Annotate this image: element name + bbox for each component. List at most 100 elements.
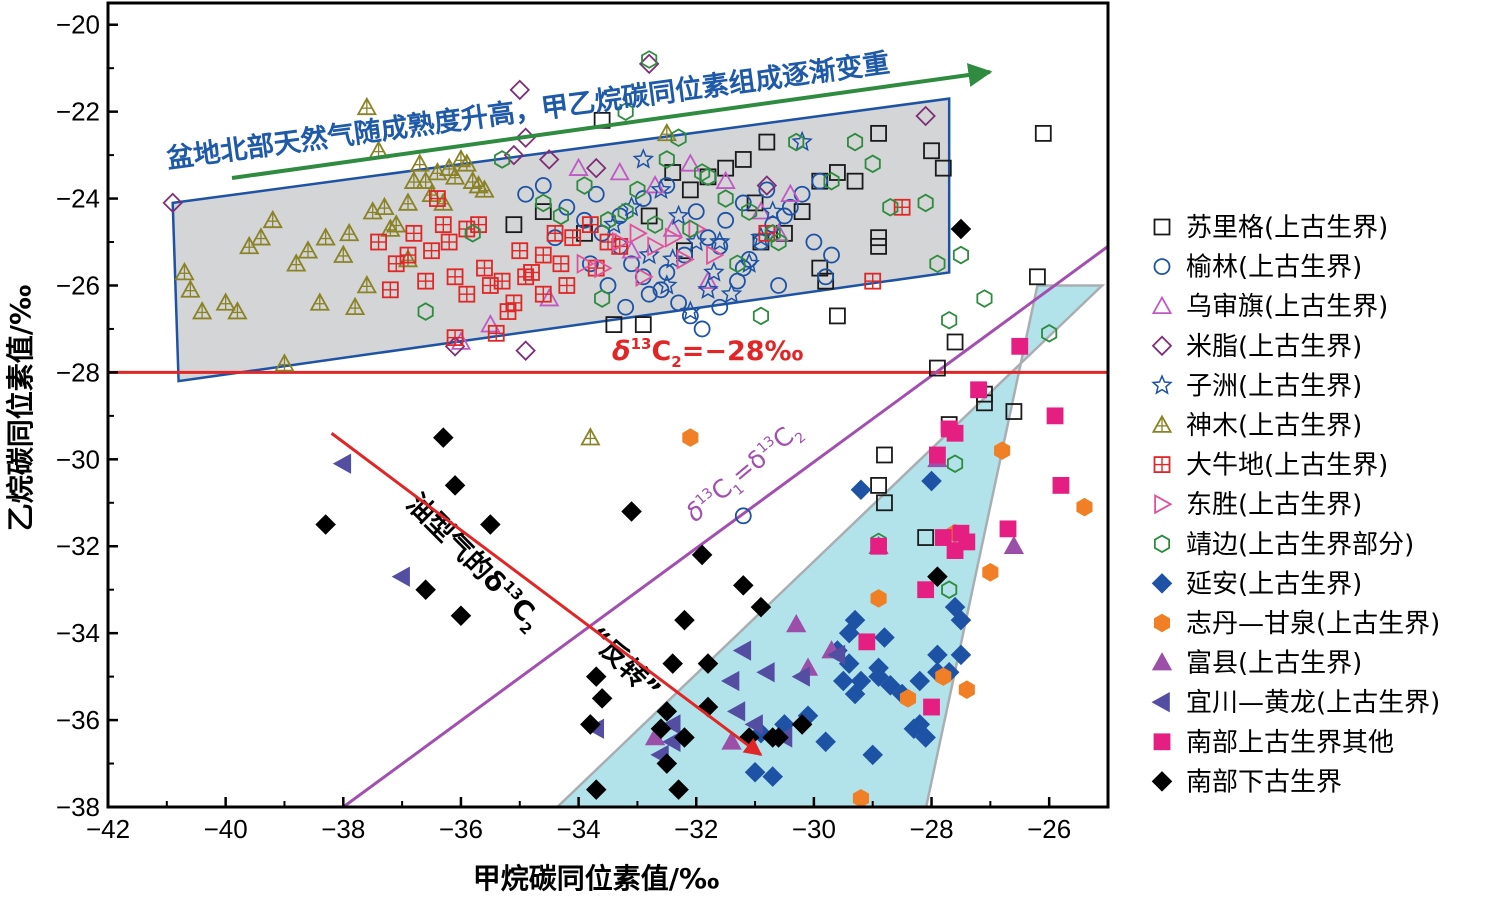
data-point	[768, 727, 789, 748]
data-point	[632, 148, 655, 169]
data-point	[399, 246, 417, 264]
data-point	[391, 566, 410, 587]
data-point	[623, 255, 640, 273]
data-point	[227, 301, 248, 320]
data-point	[952, 245, 969, 265]
data-point	[433, 427, 454, 448]
data-point	[356, 96, 377, 116]
data-point	[758, 133, 776, 151]
data-point	[656, 274, 678, 295]
data-point	[1046, 407, 1064, 425]
data-point	[617, 102, 634, 121]
data-point	[576, 253, 595, 274]
data-point	[744, 761, 766, 783]
legend-marker	[1153, 534, 1171, 554]
data-point	[162, 192, 183, 214]
data-point	[599, 211, 617, 230]
data-point	[870, 237, 887, 255]
series-4	[603, 130, 813, 321]
x-tick-label: −32	[674, 814, 718, 844]
legend-label: 东胜(上古生界)	[1186, 490, 1362, 520]
plot-frame	[106, 1, 1110, 809]
data-point	[381, 281, 399, 299]
data-point	[1076, 497, 1093, 517]
data-point	[444, 475, 466, 496]
legend-marker	[1153, 456, 1171, 474]
data-point	[876, 446, 893, 464]
y-tick-label: −30	[56, 444, 100, 474]
data-point	[770, 232, 787, 252]
data-point	[697, 270, 719, 289]
data-point	[941, 310, 958, 330]
data-point	[687, 203, 705, 221]
data-point	[180, 279, 201, 298]
data-point	[650, 718, 672, 740]
data-point	[679, 300, 702, 321]
data-point	[811, 172, 829, 190]
data-point	[921, 470, 942, 492]
legend-marker	[1151, 295, 1173, 315]
data-point	[699, 167, 717, 187]
data-point	[558, 198, 576, 216]
data-point	[756, 175, 778, 196]
data-point	[552, 255, 570, 273]
data-point	[262, 209, 283, 229]
legend-label: 南部上古生界其他	[1186, 728, 1394, 758]
legend-label: 靖边(上古生界部分)	[1186, 530, 1414, 560]
data-point	[732, 640, 752, 661]
legend-label: 苏里格(上古生界)	[1186, 213, 1388, 243]
data-point	[423, 242, 440, 260]
data-point	[405, 224, 423, 242]
series-14	[315, 218, 972, 800]
data-point	[356, 275, 377, 294]
data-point	[640, 207, 658, 225]
data-point	[634, 190, 652, 207]
data-point	[332, 453, 352, 474]
data-point	[444, 166, 466, 185]
data-point	[829, 307, 846, 325]
data-point	[634, 316, 652, 334]
legend-marker	[1151, 414, 1173, 433]
data-point	[717, 211, 735, 229]
data-point	[870, 476, 887, 494]
data-point	[791, 666, 810, 687]
data-point	[846, 172, 864, 190]
data-point	[515, 340, 536, 361]
data-point	[711, 298, 729, 316]
data-point	[1034, 124, 1052, 142]
data-point	[929, 446, 946, 464]
data-point	[664, 227, 684, 248]
data-point	[403, 170, 425, 189]
series-10	[682, 428, 1093, 807]
data-point	[941, 580, 958, 599]
data-point	[503, 144, 525, 166]
data-point	[638, 53, 660, 75]
data-point	[446, 329, 464, 347]
data-point	[729, 254, 746, 274]
data-point	[811, 259, 829, 277]
data-point	[480, 314, 501, 333]
y-axis-title: 乙烷碳同位素值/‰	[4, 285, 37, 532]
data-point	[1003, 535, 1025, 555]
legend-item: 米脂(上古生界)	[1151, 332, 1362, 362]
data-point	[693, 320, 711, 338]
data-point	[487, 324, 505, 342]
data-point	[721, 670, 740, 692]
data-point	[446, 268, 464, 286]
data-point	[738, 252, 760, 273]
legend-label: 大牛地(上古生界)	[1186, 451, 1388, 481]
data-point	[581, 216, 599, 234]
data-point	[817, 272, 835, 290]
data-point	[876, 494, 893, 512]
data-point	[539, 288, 560, 307]
data-point	[499, 303, 517, 320]
reversal-label-line2: “反转”	[581, 621, 666, 706]
x-tick-label: −26	[1027, 814, 1071, 844]
data-point	[788, 132, 805, 152]
data-point	[605, 316, 623, 334]
legend-marker	[1151, 692, 1170, 713]
data-point	[929, 359, 946, 377]
legend-marker	[1151, 652, 1173, 671]
data-point	[899, 689, 917, 708]
